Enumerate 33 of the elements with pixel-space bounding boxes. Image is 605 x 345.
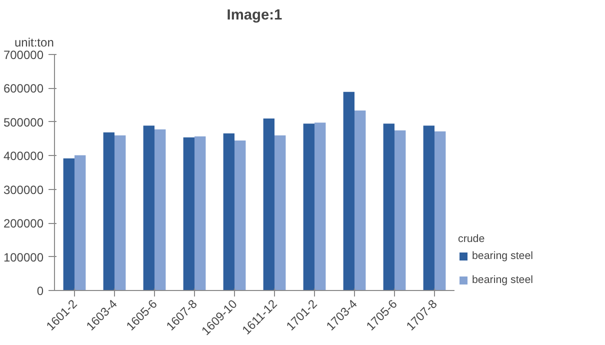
y-tick-label: 500000 <box>3 115 44 130</box>
bar <box>103 132 114 290</box>
y-tick-label: 0 <box>36 284 44 298</box>
y-axis-title: unit:ton <box>14 36 54 50</box>
y-tick-label: 700000 <box>3 48 44 62</box>
bar <box>314 122 326 290</box>
bar <box>194 136 206 290</box>
y-tick-label: 400000 <box>3 149 44 164</box>
bar <box>74 155 86 290</box>
bar <box>143 126 154 290</box>
legend-label: bearing steel <box>472 274 534 286</box>
bar <box>154 129 166 290</box>
chart-title: Image:1 <box>226 8 282 24</box>
bar <box>354 110 366 290</box>
bar <box>234 140 246 290</box>
bar <box>434 131 446 290</box>
y-tick-label: 300000 <box>3 182 44 197</box>
bar <box>423 126 434 290</box>
y-tick-label: 600000 <box>3 82 44 96</box>
bar <box>263 118 274 290</box>
bar <box>114 135 126 290</box>
y-tick-label: 200000 <box>3 216 44 231</box>
bar <box>274 135 286 290</box>
y-tick-label: 100000 <box>3 250 44 264</box>
bar <box>223 133 234 290</box>
bar <box>394 130 406 290</box>
bar <box>63 158 74 290</box>
bar <box>183 137 194 290</box>
bar <box>303 124 314 290</box>
bar <box>383 124 394 290</box>
bar <box>343 92 354 290</box>
legend-title: crude <box>458 233 486 245</box>
legend-label: bearing steel <box>472 250 534 262</box>
